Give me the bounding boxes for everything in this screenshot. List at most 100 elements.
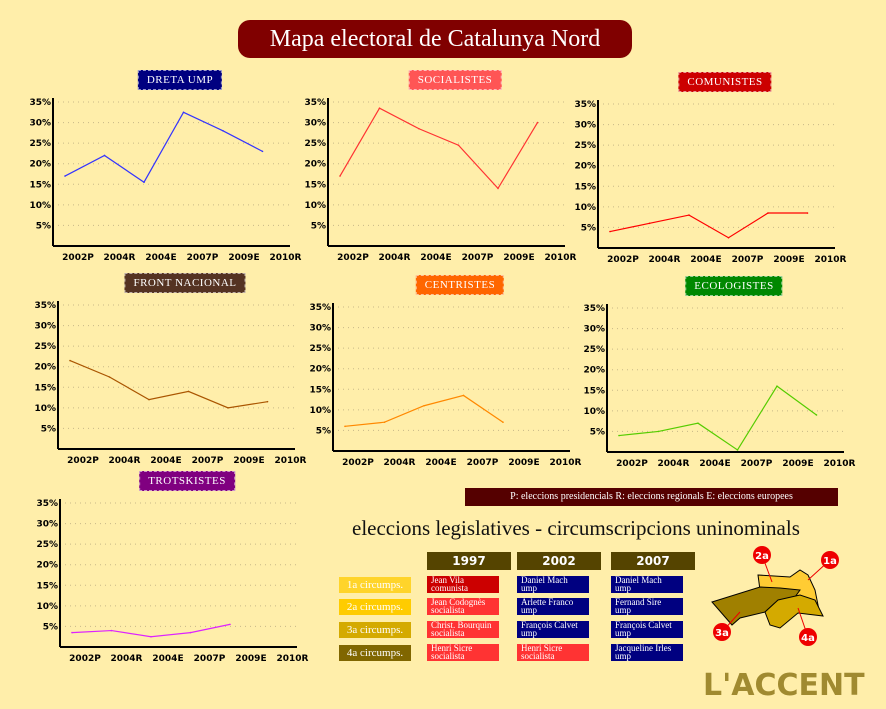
data-point bbox=[657, 430, 660, 433]
y-tick-label: 10% bbox=[304, 201, 326, 211]
y-tick-label: 10% bbox=[29, 201, 51, 211]
winner-cell: Jacqueline Irles ump bbox=[611, 644, 683, 661]
data-point bbox=[697, 422, 699, 424]
map-badge-label: 2a bbox=[755, 551, 769, 562]
y-tick-label: 30% bbox=[304, 119, 326, 129]
data-point bbox=[189, 631, 192, 634]
chart-svg: 5% 10% 15% 20% 25% 30% 35% 2002P 2004R 2004E 2007P… bbox=[583, 304, 856, 469]
data-point bbox=[806, 212, 809, 214]
data-point bbox=[103, 154, 106, 157]
chart-title: COMUNISTES bbox=[678, 72, 772, 92]
circumscription-label: 3a circumps. bbox=[339, 622, 411, 638]
series-line bbox=[618, 385, 817, 451]
winner-cell: François Calvet ump bbox=[517, 621, 589, 638]
winner-name: François Calvet bbox=[615, 621, 672, 630]
map-badge bbox=[799, 628, 817, 646]
winner-cell: Daniel Mach ump bbox=[611, 576, 683, 593]
winner-party: ump bbox=[615, 583, 632, 593]
winner-name: Jacqueline Irles bbox=[615, 644, 672, 653]
y-tick-label: 5% bbox=[43, 622, 58, 632]
x-tick-label: 2009E bbox=[508, 458, 539, 468]
y-tick-label: 35% bbox=[29, 98, 51, 108]
x-tick-label: 2007P bbox=[462, 253, 494, 263]
circumscription-label: 2a circumps. bbox=[339, 599, 411, 615]
x-tick-label: 2002P bbox=[67, 456, 99, 466]
x-tick-label: 2002P bbox=[62, 253, 94, 263]
data-point bbox=[736, 449, 739, 451]
winner-cell: Henri Sicre socialista bbox=[517, 644, 589, 661]
x-tick-label: 2002P bbox=[616, 459, 648, 469]
y-tick-label: 20% bbox=[34, 363, 56, 373]
x-tick-label: 2004E bbox=[420, 253, 451, 263]
x-tick-label: 2004E bbox=[152, 654, 183, 664]
x-tick-label: 2010R bbox=[277, 654, 309, 664]
series-line bbox=[344, 394, 504, 427]
x-tick-label: 2004E bbox=[699, 459, 730, 469]
winner-name: Daniel Mach bbox=[615, 576, 662, 585]
x-tick-label: 2010R bbox=[270, 253, 302, 263]
x-tick-label: 2007P bbox=[192, 456, 224, 466]
winner-party: socialista bbox=[431, 605, 465, 615]
y-tick-label: 15% bbox=[34, 383, 56, 393]
data-point bbox=[261, 150, 264, 153]
winner-party: comunista bbox=[431, 583, 468, 593]
winner-party: ump bbox=[615, 628, 632, 638]
x-tick-label: 2010R bbox=[815, 255, 847, 265]
data-point bbox=[143, 181, 145, 184]
map-badge bbox=[713, 623, 731, 641]
laccent-logo: L'ACCENT bbox=[703, 668, 865, 703]
data-point bbox=[229, 623, 231, 626]
y-tick-label: 15% bbox=[309, 385, 331, 395]
x-tick-label: 2002P bbox=[607, 255, 639, 265]
y-tick-label: 25% bbox=[309, 344, 331, 354]
winner-name: Fernand Sire bbox=[615, 598, 662, 607]
election-type-legend: P: eleccions presidencials R: eleccions … bbox=[465, 488, 838, 506]
winner-cell: François Calvet ump bbox=[611, 621, 683, 638]
map-badge-label: 4a bbox=[801, 633, 815, 644]
data-point bbox=[266, 400, 269, 403]
y-tick-label: 10% bbox=[36, 602, 58, 612]
y-tick-label: 5% bbox=[41, 424, 56, 434]
chart-svg: 5% 10% 15% 20% 25% 30% 35% 2002P 2004R 2004E 2007P… bbox=[309, 303, 582, 468]
data-point bbox=[108, 376, 111, 378]
data-point bbox=[648, 222, 651, 225]
circumscription-label: 4a circumps. bbox=[339, 645, 411, 661]
winner-name: Jean Vila bbox=[431, 576, 465, 585]
winner-name: Arlette Franco bbox=[521, 598, 574, 607]
chart-svg: 5% 10% 15% 20% 25% 30% 35% 2002P 2004R 2004E 2007P… bbox=[304, 98, 577, 263]
data-point bbox=[187, 390, 190, 393]
data-point bbox=[344, 425, 346, 428]
chart-svg: 5% 10% 15% 20% 25% 30% 35% 2002P 2004R 2004E 2007P… bbox=[34, 301, 307, 466]
y-tick-label: 20% bbox=[36, 561, 58, 571]
line-chart: 5% 10% 15% 20% 25% 30% 35% 2002P 2004R 2004E 2007P… bbox=[20, 90, 310, 270]
chart-title: CENTRISTES bbox=[415, 275, 505, 295]
x-tick-label: 2010R bbox=[545, 253, 577, 263]
series-line bbox=[609, 212, 808, 239]
x-tick-label: 2004R bbox=[379, 253, 411, 263]
series-line bbox=[64, 111, 263, 184]
winner-name: Henri Sicre bbox=[431, 644, 473, 653]
winner-cell: Daniel Mach ump bbox=[517, 576, 589, 593]
y-tick-label: 30% bbox=[29, 119, 51, 129]
y-tick-label: 25% bbox=[36, 540, 58, 550]
data-point bbox=[776, 385, 778, 387]
data-point bbox=[502, 421, 504, 423]
x-tick-label: 2004R bbox=[109, 456, 141, 466]
data-point bbox=[462, 394, 465, 397]
x-tick-label: 2004E bbox=[690, 255, 721, 265]
x-tick-label: 2009E bbox=[773, 255, 804, 265]
y-tick-label: 20% bbox=[309, 365, 331, 375]
winner-party: ump bbox=[521, 583, 538, 593]
x-tick-label: 2007P bbox=[467, 458, 499, 468]
line-chart: 5% 10% 15% 20% 25% 30% 35% 2002P 2004R 2004E 2007P… bbox=[27, 491, 317, 671]
winner-party: ump bbox=[521, 628, 538, 638]
winner-cell: Christ. Bourquin socialista bbox=[427, 621, 499, 638]
chart-svg: 5% 10% 15% 20% 25% 30% 35% 2002P 2004R 2004E 2007P… bbox=[29, 98, 302, 263]
y-tick-label: 20% bbox=[304, 160, 326, 170]
data-point bbox=[150, 635, 152, 638]
data-point bbox=[339, 175, 341, 177]
x-tick-label: 2009E bbox=[782, 459, 813, 469]
year-header: 2002 bbox=[517, 552, 601, 570]
y-tick-label: 15% bbox=[36, 581, 58, 591]
winner-name: Christ. Bourquin bbox=[431, 621, 492, 630]
